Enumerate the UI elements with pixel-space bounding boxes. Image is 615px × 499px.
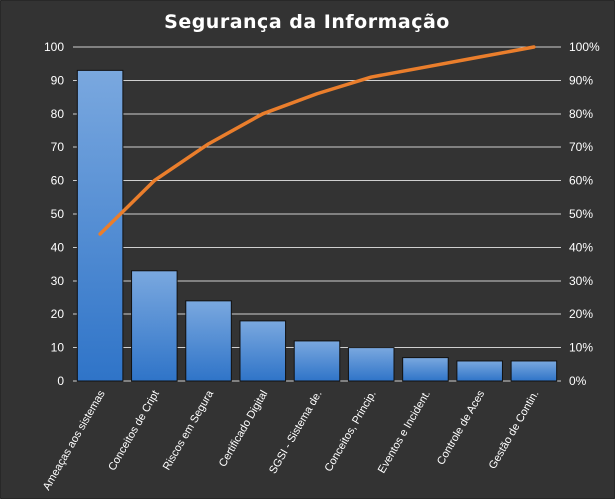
y-tick-label: 10 [51, 341, 65, 355]
y-tick-label: 60 [51, 174, 65, 188]
y2-tick-label: 40% [569, 240, 593, 254]
cumulative-line-layer [98, 45, 536, 236]
y-tick-label: 40 [51, 240, 65, 254]
y2-tick-label: 80% [569, 107, 593, 121]
left-axis-ticks: 0 10 20 30 40 50 60 70 80 90 100 [44, 40, 64, 388]
y-tick-label: 20 [51, 307, 65, 321]
y2-tick-label: 70% [569, 140, 593, 154]
y2-tick-label: 0% [569, 374, 587, 388]
bar [456, 360, 503, 382]
y-tick-label: 100 [44, 40, 64, 54]
y-tick-label: 70 [51, 140, 65, 154]
bar [185, 300, 232, 382]
chart-title: Segurança da Informação [164, 11, 450, 33]
y2-tick-label: 10% [569, 341, 593, 355]
bar [347, 347, 395, 382]
y2-tick-label: 20% [569, 307, 593, 321]
y2-tick-label: 50% [569, 207, 593, 221]
y-tick-label: 90 [51, 73, 65, 87]
y2-tick-label: 30% [569, 274, 593, 288]
right-axis-ticks: 0% 10% 20% 30% 40% 50% 60% 70% 80% 90% 100% [569, 40, 600, 388]
y-tick-label: 80 [51, 107, 65, 121]
bars [76, 69, 558, 382]
bar [239, 320, 287, 382]
y2-tick-label: 90% [569, 73, 593, 87]
y2-tick-label: 60% [569, 174, 593, 188]
cumulative-line [98, 45, 536, 236]
bar [402, 357, 449, 382]
bar [293, 340, 341, 382]
y-tick-label: 30 [51, 274, 65, 288]
bar [76, 69, 124, 382]
bar [131, 270, 178, 382]
bar [510, 360, 558, 382]
y-tick-label: 50 [51, 207, 65, 221]
y2-tick-label: 100% [569, 40, 600, 54]
y-tick-label: 0 [57, 374, 64, 388]
